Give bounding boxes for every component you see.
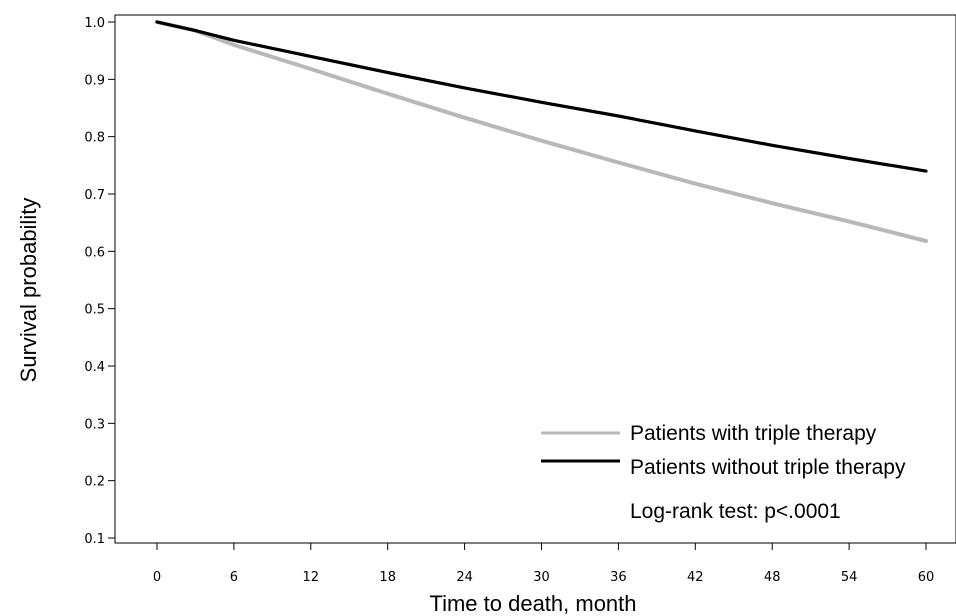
x-tick-label: 6 — [230, 570, 238, 585]
series-line-without-triple-therapy — [155, 20, 928, 173]
plot-frame — [114, 14, 956, 544]
y-tick-label: 0.4 — [84, 360, 105, 375]
y-axis-label: Survival probability — [16, 198, 41, 383]
x-tick-label: 42 — [687, 570, 704, 585]
y-tick-label: 0.5 — [84, 303, 105, 318]
y-tick-label: 0.8 — [84, 131, 105, 146]
x-tick-label: 18 — [379, 570, 396, 585]
legend: Patients with triple therapy Patients wi… — [541, 422, 906, 479]
series-line-with-triple-therapy — [155, 20, 928, 243]
y-tick-label: 1.0 — [84, 16, 105, 31]
y-tick-label: 0.3 — [84, 417, 105, 432]
x-tick-label: 0 — [153, 570, 161, 585]
y-axis: 0.1 0.2 0.3 0.4 0.5 0.6 0.7 0.8 0.9 1.0 — [84, 16, 115, 547]
y-tick-label: 0.2 — [84, 475, 105, 490]
x-tick-label: 54 — [841, 570, 858, 585]
y-tick-label: 0.7 — [84, 188, 105, 203]
legend-label-with-triple-therapy: Patients with triple therapy — [630, 422, 877, 445]
y-tick-label: 0.9 — [84, 73, 105, 88]
y-tick-label: 0.1 — [84, 532, 105, 547]
x-tick-label: 24 — [456, 570, 473, 585]
x-axis-label: Time to death, month — [429, 591, 636, 616]
legend-label-without-triple-therapy: Patients without triple therapy — [630, 456, 906, 479]
x-tick-label: 60 — [918, 570, 935, 585]
x-tick-label: 48 — [764, 570, 781, 585]
x-tick-label: 30 — [533, 570, 550, 585]
y-tick-label: 0.6 — [84, 245, 105, 260]
x-tick-label: 36 — [610, 570, 627, 585]
x-tick-label: 12 — [303, 570, 320, 585]
x-axis: 0 6 12 18 24 30 36 42 48 54 60 — [153, 543, 934, 585]
log-rank-annotation: Log-rank test: p<.0001 — [630, 500, 841, 523]
series-layer — [155, 20, 928, 243]
